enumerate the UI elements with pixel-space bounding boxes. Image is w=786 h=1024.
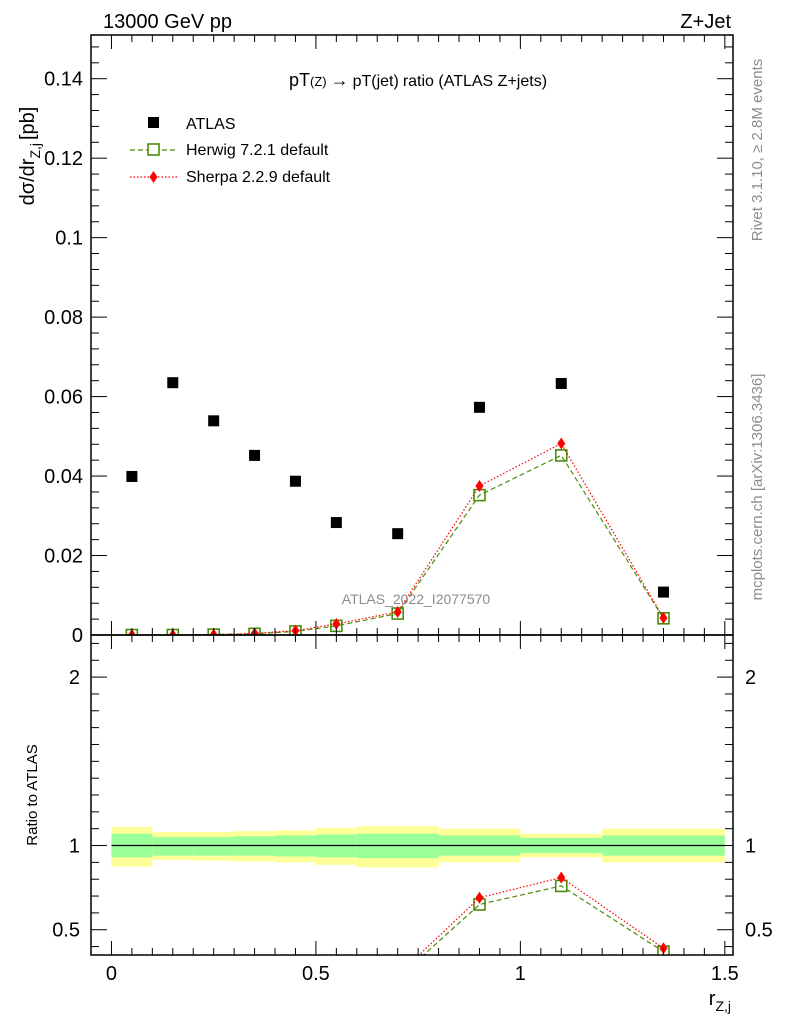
y-tick-label: 0.04: [44, 466, 83, 488]
main-y-axis-label: dσ/drZ,j [pb]: [17, 107, 43, 206]
herwig-point: [554, 449, 568, 462]
atlas-point: [657, 586, 669, 598]
main-axis-ticks: 0 0.02 0.04 0.06 0.08 0.1 0.12 0.14: [44, 35, 733, 647]
main-panel: 0 0.02 0.04 0.06 0.08 0.1 0.12 0.14 ATLAS_2022_…: [17, 34, 734, 647]
sherpa-point: [475, 479, 484, 492]
atlas-point: [249, 449, 261, 461]
y-tick-label: 0.06: [44, 387, 83, 409]
ylabel-sub: Z,j: [27, 143, 43, 159]
atlas-point: [330, 517, 342, 529]
title-pre: pT: [289, 70, 310, 90]
x-tick-label: 1.5: [711, 963, 739, 985]
sherpa-point: [332, 617, 341, 630]
sherpa-point: [557, 871, 566, 884]
atlas-point: [289, 475, 301, 487]
title-mid: pT: [353, 73, 372, 90]
legend-sherpa-label: Sherpa 2.2.9 default: [186, 169, 331, 186]
ratio-y-tick-label: 2: [69, 667, 80, 689]
ratio-plot-marks: [111, 826, 725, 984]
analysis-watermark: ATLAS_2022_I2077570: [342, 591, 491, 607]
ratio-panel: 0 0.5 1 1.5 0.5 0.5 1 1 2 2 Ratio to ATLAS rZ,j: [24, 634, 773, 1014]
legend-atlas-marker: [148, 117, 159, 128]
atlas-point: [392, 528, 404, 540]
y-tick-label: 0.12: [44, 148, 83, 170]
sherpa-point: [475, 891, 484, 904]
ratio-y-tick-label-right: 1: [745, 836, 756, 858]
sherpa-point: [393, 605, 402, 618]
x-tick-label: 0: [106, 963, 117, 985]
y-tick-label: 0: [72, 625, 83, 647]
legend-atlas-label: ATLAS: [186, 116, 236, 133]
header-left: 13000 GeV pp: [103, 11, 232, 33]
band-inner: [152, 837, 194, 856]
main-title: pT(Z) → pT(jet) ratio (ATLAS Z+jets): [289, 70, 547, 90]
x-tick-label: 0.5: [302, 963, 330, 985]
rivet-label: Rivet 3.1.10, ≥ 2.8M events: [749, 59, 766, 242]
atlas-point: [555, 377, 567, 389]
ylabel-main: dσ/dr: [17, 158, 39, 205]
legend-herwig-marker: [147, 143, 160, 156]
x-tick-label: 1: [515, 963, 526, 985]
sherpa-point: [659, 611, 668, 624]
mcplots-label: mcplots.cern.ch [arXiv:1306.3436]: [749, 374, 766, 601]
ratio-y-tick-label-right: 0.5: [745, 920, 773, 942]
title-sub2: (jet): [371, 73, 399, 90]
ratio-frame: [90, 634, 734, 956]
header-right: Z+Jet: [680, 11, 731, 33]
herwig-ratio-line: [422, 885, 664, 955]
xlabel-main: r: [709, 988, 716, 1010]
sherpa-point: [557, 437, 566, 450]
xlabel-sub: Z,j: [715, 998, 731, 1014]
y-tick-label: 0.14: [44, 69, 83, 91]
legend-herwig-label: Herwig 7.2.1 default: [186, 142, 329, 159]
ylabel-unit: [pb]: [17, 107, 39, 140]
sherpa-ratio-line: [418, 876, 664, 955]
ratio-y-tick-label: 1: [69, 836, 80, 858]
x-axis-label: rZ,j: [709, 988, 731, 1014]
title-arrow: →: [331, 70, 349, 90]
sherpa-point: [394, 969, 402, 981]
legend-sherpa-marker: [149, 171, 158, 183]
y-tick-label: 0.1: [55, 228, 83, 250]
ratio-y-tick-label: 0.5: [52, 920, 80, 942]
atlas-point: [167, 377, 179, 389]
ratio-axis-ticks: 0 0.5 1 1.5 0.5 0.5 1 1 2 2: [52, 635, 773, 985]
ratio-y-axis-label: Ratio to ATLAS: [24, 744, 41, 845]
y-tick-label: 0.02: [44, 546, 83, 568]
atlas-point: [473, 401, 485, 413]
ratio-y-tick-label-right: 2: [745, 667, 756, 689]
y-tick-label: 0.08: [44, 307, 83, 329]
band-inner: [193, 837, 235, 856]
atlas-point: [126, 470, 138, 482]
legend: ATLAS Herwig 7.2.1 default Sherpa 2.2.9 …: [130, 116, 331, 186]
atlas-point: [208, 415, 220, 427]
herwig-point: [392, 973, 403, 984]
title-post: ratio (ATLAS Z+jets): [403, 73, 547, 90]
title-sub1: (Z): [310, 74, 327, 89]
